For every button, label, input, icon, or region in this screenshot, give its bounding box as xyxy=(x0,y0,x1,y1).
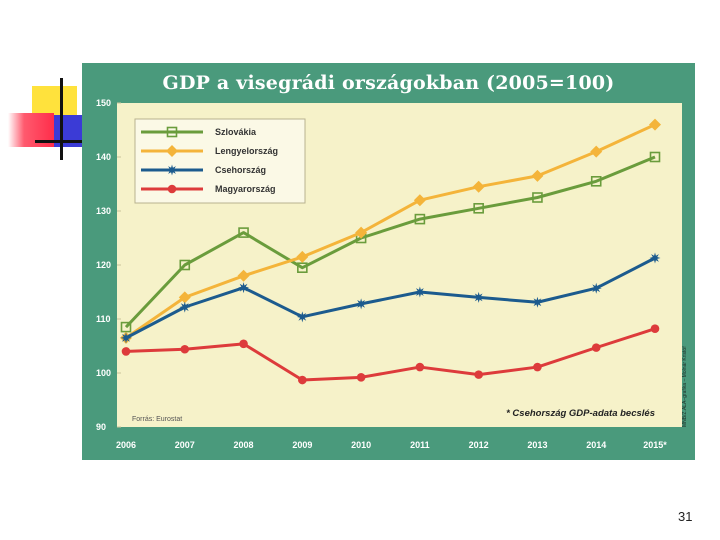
series-0-point xyxy=(120,321,132,333)
x-tick-label: 2009 xyxy=(292,440,312,450)
series-2-point xyxy=(355,298,367,310)
series-3-line xyxy=(125,327,656,382)
series-1-point xyxy=(472,180,485,193)
x-tick-label: 2013 xyxy=(527,440,547,450)
series-2-point xyxy=(473,291,485,303)
series-1-point xyxy=(413,194,426,207)
series-1-point xyxy=(237,269,250,282)
y-tick-label: 90 xyxy=(96,422,106,432)
series-1-point xyxy=(296,250,309,263)
series-0-point xyxy=(473,203,484,214)
y-tick-label: 100 xyxy=(96,368,111,378)
series-0-point xyxy=(532,192,543,203)
series-3-point xyxy=(650,324,660,334)
series-0-line xyxy=(124,155,656,329)
series-3-point xyxy=(298,375,307,385)
series-0-point xyxy=(179,259,191,271)
series-1-line xyxy=(125,123,656,340)
legend-label: Magyarország xyxy=(215,184,276,194)
legend-label: Csehország xyxy=(215,165,266,175)
legend-marker xyxy=(166,145,178,157)
series-0-point xyxy=(649,151,661,163)
legend-label: Lengyelország xyxy=(215,146,278,156)
series-3-point xyxy=(533,362,542,372)
y-tick-label: 130 xyxy=(96,206,111,216)
series-3-point xyxy=(474,370,483,379)
series-1-point xyxy=(649,118,661,131)
series-2-point xyxy=(296,311,308,323)
series-3-point xyxy=(239,339,248,349)
series-3-point xyxy=(356,373,366,382)
source-label: Forrás: Eurostat xyxy=(132,416,182,423)
y-tick-label: 120 xyxy=(96,260,111,270)
y-tick-label: 110 xyxy=(96,314,111,324)
y-tick-label: 150 xyxy=(96,98,111,108)
series-2-line xyxy=(125,256,656,340)
series-2-point xyxy=(531,296,543,308)
x-tick-label: 2011 xyxy=(410,440,430,450)
estimate-note: * Csehország GDP-adata becslés xyxy=(506,408,655,419)
x-tick-label: 2014 xyxy=(586,440,606,450)
series-1-point xyxy=(178,291,191,304)
y-tick-label: 140 xyxy=(96,152,111,162)
x-tick-label: 2012 xyxy=(469,440,489,450)
legend-marker xyxy=(166,164,178,176)
series-0-point xyxy=(414,213,426,225)
x-tick-label: 2008 xyxy=(234,440,254,450)
series-1-point xyxy=(355,226,368,239)
decor-vertical-line xyxy=(60,78,63,160)
gdp-chart: 90 100 110 120 130 140 150 2006 2007 2008 2009 2010… xyxy=(96,98,688,450)
series-2-point xyxy=(179,301,191,313)
series-3-point xyxy=(415,362,425,372)
series-0-point xyxy=(238,227,249,238)
series-2-point xyxy=(238,282,250,294)
legend-marker xyxy=(167,184,177,194)
decor-horizontal-line xyxy=(35,140,83,143)
credit-label: MNB/Z.ALA–grafika – Molnár Kristóf xyxy=(682,346,688,427)
series-0-point xyxy=(590,176,602,187)
x-tick-label: 2015* xyxy=(643,440,667,450)
page-number: 31 xyxy=(678,509,693,524)
series-3-point xyxy=(180,344,190,354)
legend-marker xyxy=(166,126,178,138)
series-2-point xyxy=(590,282,602,294)
series-2-point xyxy=(414,286,426,298)
x-tick-label: 2006 xyxy=(116,440,136,450)
series-3-point xyxy=(121,347,131,356)
series-0-point xyxy=(297,262,308,273)
legend-label: Szlovákia xyxy=(215,127,257,137)
chart-title: GDP a visegrádi országokban (2005=100) xyxy=(162,72,615,94)
series-2-point xyxy=(120,332,132,344)
series-2-point xyxy=(649,252,661,264)
series-1-point xyxy=(590,145,603,158)
x-tick-label: 2007 xyxy=(175,440,195,450)
series-1-point xyxy=(531,169,544,182)
series-3-point xyxy=(591,343,601,352)
x-tick-label: 2010 xyxy=(351,440,371,450)
chart-frame: 90 100 110 120 130 140 150 2006 2007 2008 2009 2010… xyxy=(82,63,695,460)
